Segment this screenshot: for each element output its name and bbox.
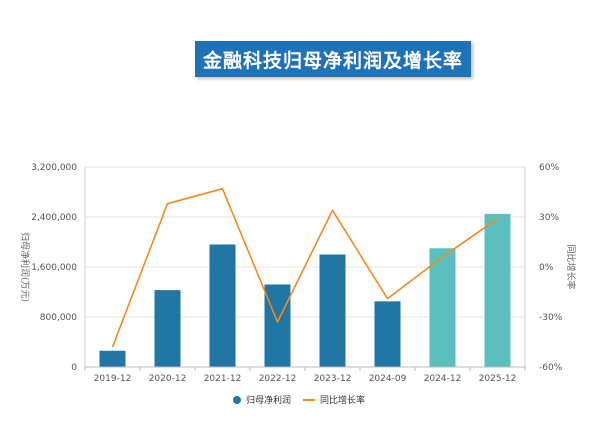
y2-axis-title: 同比增长率 [565,244,577,289]
x-tick-label: 2020-12 [149,374,187,384]
x-tick-label: 2025-12 [479,374,517,384]
x-tick-label: 2021-12 [204,374,242,384]
bar-series [99,213,511,368]
x-tick-label: 2024-09 [369,374,407,384]
y2-tick-label: 60% [539,163,559,173]
y-tick-label: 1,600,000 [31,263,77,273]
bar[interactable] [264,284,291,368]
bar[interactable] [209,244,236,368]
bar[interactable] [154,290,181,367]
legend-line-label[interactable]: 同比增长率 [320,394,365,406]
y2-tick-label: 30% [539,213,559,223]
y-axis-title: 归母净利润(万元) [19,232,31,302]
x-tick-label: 2019-12 [94,374,132,384]
y-tick-label: 2,400,000 [31,213,77,223]
bar[interactable] [319,254,346,368]
growth-line[interactable] [111,187,498,348]
bar[interactable] [484,213,511,367]
legend[interactable]: 归母净利润 同比增长率 [233,394,365,406]
line-series [111,187,498,348]
x-tick-label: 2022-12 [259,374,297,384]
y-tick-label: 3,200,000 [31,163,77,173]
axes: 0 -60% 800,000 -30% 1,600,000 0% 2,400,000 30% 3… [31,163,563,384]
bar[interactable] [99,350,126,367]
y-tick-label: 800,000 [40,313,77,323]
x-tick-label: 2023-12 [314,374,352,384]
bar[interactable] [429,248,456,367]
legend-bar-marker [233,396,241,404]
y2-tick-label: -60% [539,363,563,373]
chart-title: 金融科技归母净利润及增长率 [195,41,471,77]
y2-tick-label: 0% [539,263,554,273]
bar[interactable] [374,301,401,367]
x-tick-label: 2024-12 [424,374,462,384]
y2-tick-label: -30% [539,313,563,323]
legend-bar-label[interactable]: 归母净利润 [246,394,291,406]
y-tick-label: 0 [71,363,77,373]
